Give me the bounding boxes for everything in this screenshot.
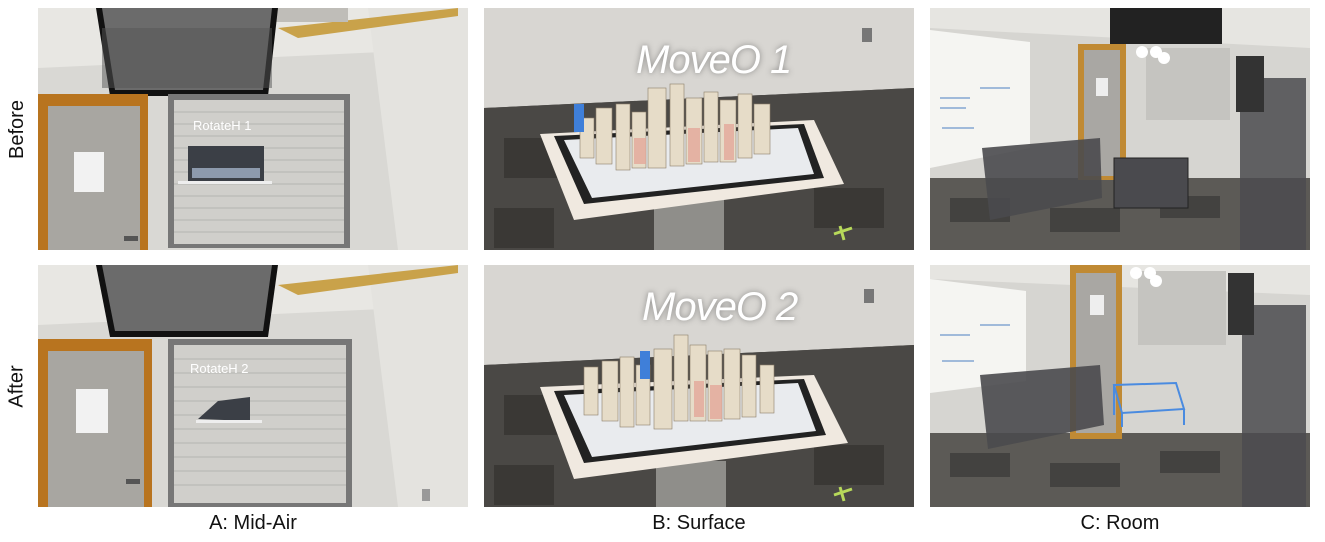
midair-after-label: RotateH 2 bbox=[190, 361, 249, 376]
photo-room-before bbox=[930, 8, 1310, 250]
surface-after-label: MoveO 2 bbox=[642, 285, 798, 329]
photo-surface-after: MoveO 2 bbox=[484, 265, 914, 507]
photo-surface-before: MoveO 1 bbox=[484, 8, 914, 250]
midair-before-label: RotateH 1 bbox=[193, 118, 252, 133]
row-label-before: Before bbox=[5, 99, 28, 159]
surface-before-label: MoveO 1 bbox=[636, 38, 792, 82]
photo-room-after bbox=[930, 265, 1310, 507]
row-label-after: After bbox=[5, 364, 28, 408]
caption-mid-air: A: Mid-Air bbox=[209, 512, 297, 534]
photo-midair-before: RotateH 1 bbox=[38, 8, 468, 250]
caption-surface: B: Surface bbox=[652, 512, 746, 534]
photo-midair-after: RotateH 2 bbox=[38, 265, 468, 507]
caption-room: C: Room bbox=[1080, 512, 1160, 534]
